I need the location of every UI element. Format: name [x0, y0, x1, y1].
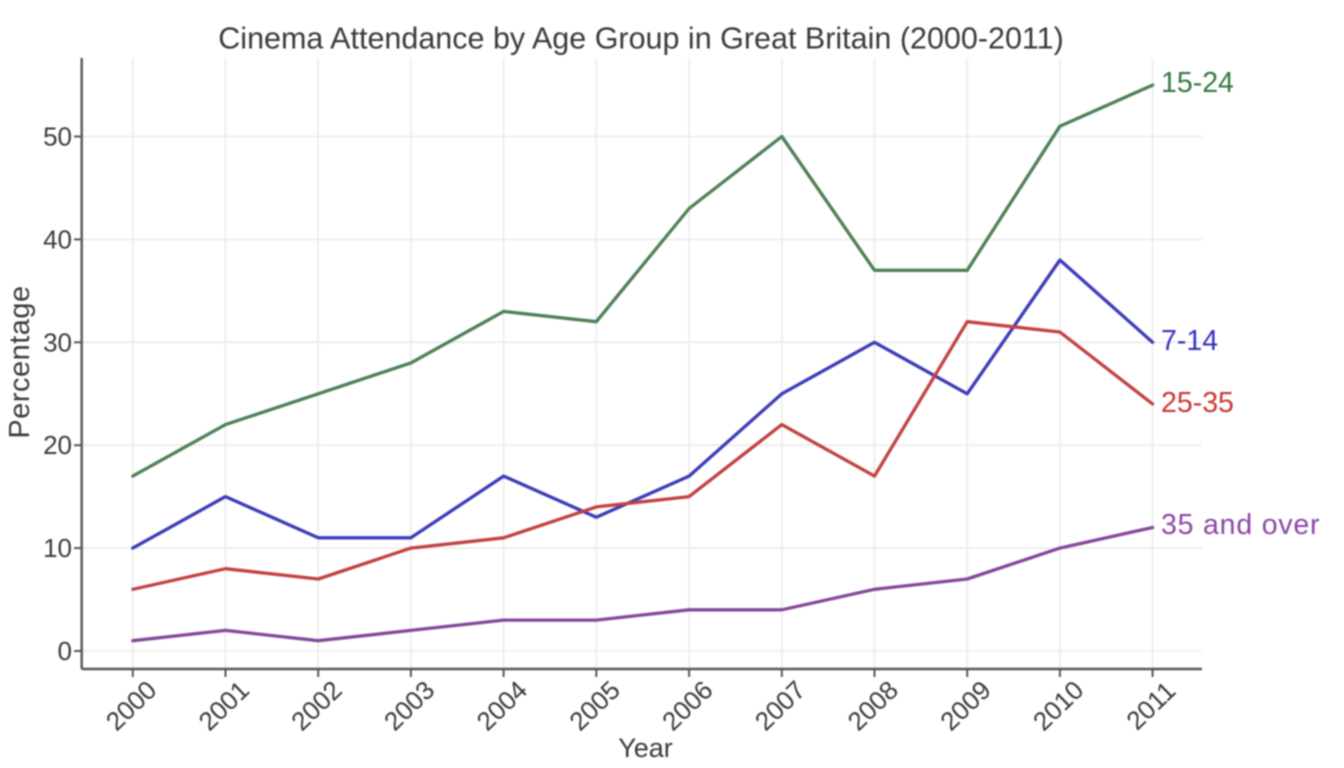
svg-text:10: 10	[43, 533, 72, 563]
svg-text:Cinema Attendance by Age Group: Cinema Attendance by Age Group in Great …	[218, 22, 1063, 56]
svg-text:25-35: 25-35	[1161, 387, 1234, 419]
svg-text:Percentage: Percentage	[4, 285, 36, 438]
svg-text:40: 40	[43, 224, 72, 254]
svg-text:20: 20	[43, 430, 72, 460]
svg-text:7-14: 7-14	[1161, 325, 1218, 357]
svg-text:0: 0	[58, 636, 72, 666]
svg-text:Year: Year	[618, 733, 673, 763]
svg-text:30: 30	[43, 327, 72, 357]
svg-text:50: 50	[43, 122, 72, 152]
svg-text:15-24: 15-24	[1161, 67, 1234, 99]
svg-text:35 and over: 35 and over	[1161, 509, 1320, 541]
